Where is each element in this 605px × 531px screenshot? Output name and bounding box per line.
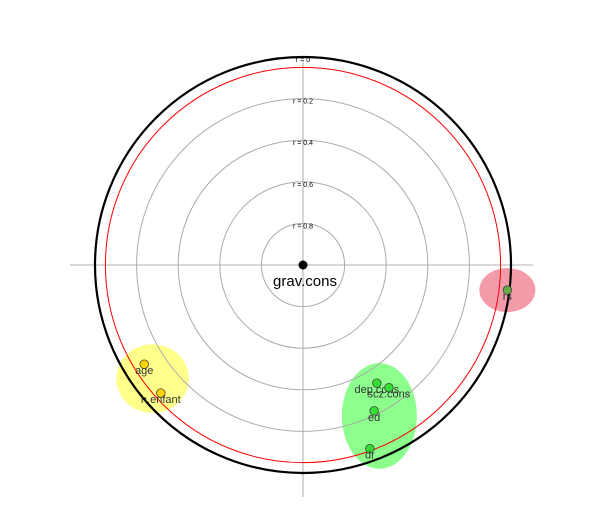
point-label-age: age [135, 365, 153, 377]
ring-4 [260, 222, 346, 308]
ring-3 [219, 181, 387, 349]
point-label-n-enfant: n.enfant [141, 394, 181, 406]
point-scz-cons [384, 382, 394, 393]
ring-label-1: r = 0.2 [293, 99, 313, 106]
ring-label-4: r = 0.8 [293, 223, 313, 230]
point-ed [369, 406, 379, 416]
point-dr [365, 444, 375, 454]
ring-label-3: r = 0.6 [293, 182, 313, 189]
group-backgrounds [116, 268, 536, 469]
threshold-ring [104, 66, 502, 464]
point-age [139, 359, 149, 369]
point-dep-cons [372, 378, 382, 388]
ring-1 [136, 98, 470, 432]
point-rs [502, 285, 513, 295]
ring-label-2: r = 0.4 [293, 140, 313, 147]
point-label-rs: rs [503, 291, 513, 303]
ring-label-0: r = 0 [296, 57, 310, 64]
grid: r = 0 r = 0.2 r = 0.4 r = 0.6 r = 0.8 [70, 55, 533, 497]
point-n-enfant [156, 388, 166, 398]
center-label: grav.cons [273, 273, 337, 290]
point-label-scz-cons: scz.cons [368, 389, 411, 401]
center-point [298, 260, 308, 270]
point-label-dr: dr [365, 450, 375, 462]
group-area-1 [341, 363, 417, 469]
group-area-0 [116, 344, 189, 414]
point-label-ed: ed [368, 412, 380, 424]
ring-outer [93, 55, 513, 475]
ring-2 [177, 139, 429, 391]
